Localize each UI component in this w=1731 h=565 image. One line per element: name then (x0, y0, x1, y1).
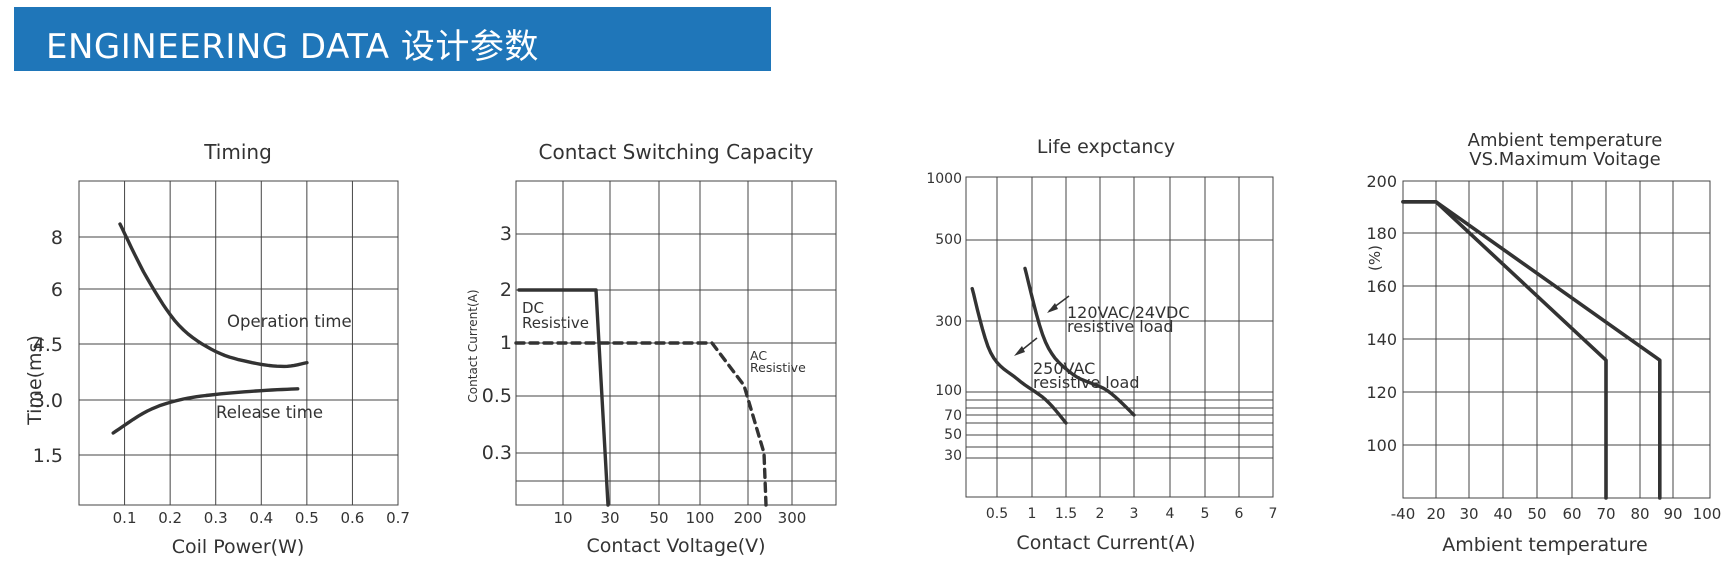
ambient-x-tick-label: 40 (1493, 505, 1512, 523)
timing-release-time-line (111, 387, 300, 435)
life-250vac-label-2: resistive load (1033, 373, 1140, 392)
life-x-tick-label: 2 (1096, 506, 1105, 522)
life-x-tick-label: 7 (1269, 506, 1278, 522)
switching-y-tick-label: 1 (500, 332, 512, 354)
timing-x-tick-label: 0.4 (249, 509, 273, 527)
header-banner: ENGINEERING DATA 设计参数 (14, 7, 771, 71)
page-title: ENGINEERING DATA 设计参数 (46, 27, 539, 67)
life-250vac-label: 250VAC (1033, 359, 1095, 378)
life-y-tick-label: 50 (944, 427, 962, 443)
switching-x-tick-label: 200 (734, 509, 763, 527)
ambient-x-tick-label: 60 (1562, 505, 1581, 523)
switching-ac-resistive-line (514, 341, 768, 507)
ambient-temperature-chart: -40 20 30 40 50 60 70 80 90 100 100 120 140 160 180 200… (1366, 130, 1721, 556)
timing-y-tick-label: 8 (51, 227, 63, 249)
ambient-x-tick-label: 20 (1426, 505, 1445, 523)
life-120vac-24vdc-curve (1023, 266, 1136, 417)
life-x-tick-label: 1 (1028, 506, 1037, 522)
switching-y-axis-label: Contact Current(A) (466, 289, 480, 402)
ambient-y-tick-label: 100 (1366, 436, 1397, 455)
life-120vac-pointer-head (1047, 303, 1058, 313)
switching-x-tick-label: 10 (553, 509, 572, 527)
ambient-y-tick-label: 140 (1366, 330, 1397, 349)
ambient-y-tick-label: 120 (1366, 383, 1397, 402)
life-y-tick-label: 300 (935, 314, 962, 330)
timing-x-tick-label: 0.5 (295, 509, 319, 527)
life-y-tick-label: 30 (944, 448, 962, 464)
timing-x-tick-label: 0.1 (113, 509, 137, 527)
timing-x-tick-label: 0.7 (386, 509, 410, 527)
switching-title: Contact Switching Capacity (539, 140, 814, 164)
life-x-tick-label: 0.5 (986, 506, 1008, 522)
timing-operation-time-line (118, 222, 309, 369)
life-x-tick-label: 6 (1235, 506, 1244, 522)
life-title: Life expctancy (1037, 136, 1175, 158)
ambient-y-axis-label: (%) (1366, 245, 1384, 271)
switching-x-tick-label: 50 (649, 509, 668, 527)
timing-x-tick-label: 0.2 (158, 509, 182, 527)
switching-y-tick-label: 2 (500, 279, 512, 301)
ambient-x-tick-label: 30 (1459, 505, 1478, 523)
timing-operation-time-label: Operation time (227, 312, 352, 331)
timing-x-tick-label: 0.3 (204, 509, 228, 527)
switching-ac-label: AC (750, 348, 767, 363)
timing-y-tick-label: 1.5 (33, 445, 63, 467)
life-120vac-label-2: resistive load (1067, 317, 1174, 336)
life-plot-frame (965, 176, 1274, 498)
switching-y-tick-label: 0.5 (482, 385, 512, 407)
life-120vac-label: 120VAC/24VDC (1067, 303, 1189, 322)
ambient-y-tick-label: 200 (1366, 172, 1397, 191)
switching-dc-label: DC (522, 299, 544, 317)
switching-y-tick-label: 3 (500, 223, 512, 245)
switching-ac-label-2: Resistive (750, 360, 806, 375)
life-y-tick-label: 500 (935, 232, 962, 248)
life-expectancy-chart: 0.5 1 1.5 2 3 4 5 6 7 30 50 70 100 300 500 1000 Life exp… (926, 136, 1277, 554)
ambient-x-tick-label: 90 (1663, 505, 1682, 523)
switching-dc-resistive-line (517, 288, 610, 507)
ambient-x-tick-label: 70 (1596, 505, 1615, 523)
ambient-x-tick-label: 80 (1630, 505, 1649, 523)
ambient-y-tick-label: 160 (1366, 277, 1397, 296)
ambient-title-line-2: VS.Maximum Voitage (1469, 149, 1660, 170)
life-y-tick-label: 70 (944, 408, 962, 424)
timing-y-tick-label: 4.5 (33, 334, 63, 356)
switching-dc-label-2: Resistive (522, 314, 589, 332)
switching-x-tick-label: 300 (778, 509, 807, 527)
life-x-tick-label: 4 (1166, 506, 1175, 522)
ambient-x-tick-label: 100 (1693, 505, 1722, 523)
life-x-axis-label: Contact Current(A) (1016, 532, 1195, 554)
timing-x-tick-label: 0.6 (340, 509, 364, 527)
timing-y-tick-label: 3.0 (33, 390, 63, 412)
life-x-tick-label: 5 (1201, 506, 1210, 522)
ambient-x-axis-label: Ambient temperature (1442, 534, 1648, 556)
ambient-title-line-1: Ambient temperature (1468, 130, 1663, 151)
timing-title: Timing (203, 140, 272, 164)
timing-chart: 0.1 0.2 0.3 0.4 0.5 0.6 0.7 1.5 3.0 4.5 6 8 Timing Co… (24, 140, 410, 558)
life-y-tick-label: 100 (935, 383, 962, 399)
switching-x-axis-label: Contact Voltage(V) (586, 535, 765, 557)
life-250vac-pointer-head (1014, 346, 1025, 356)
life-250vac-curve (970, 286, 1068, 425)
ambient-curve-b (1401, 200, 1662, 500)
timing-release-time-label: Release time (216, 403, 323, 422)
switching-x-tick-label: 100 (686, 509, 715, 527)
timing-y-tick-label: 6 (51, 279, 63, 301)
life-x-tick-label: 3 (1130, 506, 1139, 522)
ambient-curve-a (1401, 200, 1608, 500)
ambient-x-tick-label: -40 (1391, 505, 1416, 523)
life-x-tick-label: 1.5 (1055, 506, 1077, 522)
life-y-tick-label: 1000 (926, 171, 962, 187)
timing-plot-frame (78, 180, 399, 506)
switching-y-tick-label: 0.3 (482, 442, 512, 464)
switching-x-tick-label: 30 (600, 509, 619, 527)
ambient-y-tick-label: 180 (1366, 224, 1397, 243)
timing-x-axis-label: Coil Power(W) (172, 536, 305, 558)
ambient-x-tick-label: 50 (1527, 505, 1546, 523)
timing-y-axis-label: Time(ms) (24, 335, 46, 426)
